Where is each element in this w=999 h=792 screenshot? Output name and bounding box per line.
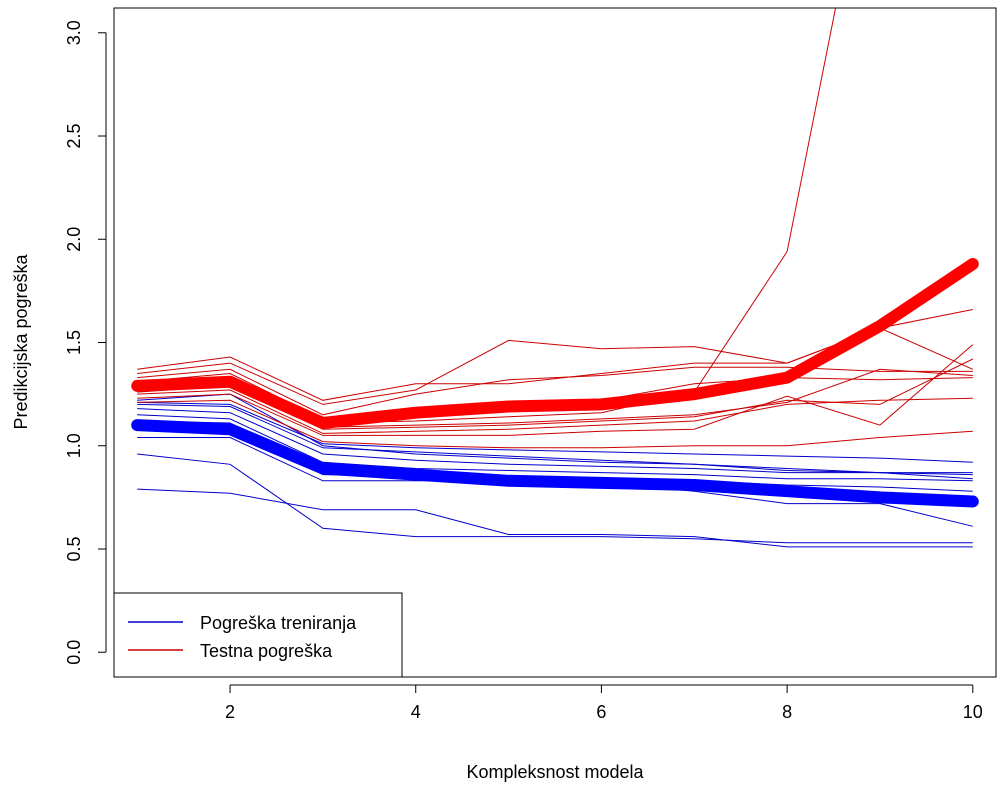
train-mean-line xyxy=(131,419,979,508)
y-tick-label: 2.0 xyxy=(64,227,84,252)
legend-test-label: Testna pogreška xyxy=(200,641,333,661)
x-tick-label: 4 xyxy=(411,702,421,722)
legend: Pogreška treniranja Testna pogreška xyxy=(113,592,403,678)
train-error-line-9 xyxy=(137,401,973,463)
mean-lines-group xyxy=(131,258,979,508)
y-axis-label: Predikcijska pogreška xyxy=(11,253,31,429)
train-error-line-2 xyxy=(137,453,973,544)
test-error-line-2 xyxy=(137,344,974,436)
x-axis: 2 4 6 8 10 xyxy=(225,684,983,722)
legend-train-label: Pogreška treniranja xyxy=(200,613,357,633)
test-mean-line xyxy=(131,258,979,429)
train-error-line-6 xyxy=(137,414,973,482)
x-tick-label: 10 xyxy=(963,702,983,722)
x-tick-label: 8 xyxy=(782,702,792,722)
y-tick-label: 2.5 xyxy=(64,124,84,149)
plot-frame xyxy=(113,7,997,678)
x-tick-label: 6 xyxy=(596,702,606,722)
train-lines-group xyxy=(137,393,973,548)
x-tick-label: 2 xyxy=(225,702,235,722)
y-tick-label: 1.5 xyxy=(64,330,84,355)
test-error-line-8 xyxy=(137,366,973,416)
y-tick-label: 0.0 xyxy=(64,640,84,665)
train-error-line-7 xyxy=(137,408,973,476)
train-error-line-8 xyxy=(137,403,973,474)
test-lines-group xyxy=(137,8,974,449)
y-tick-label: 3.0 xyxy=(64,20,84,45)
y-axis: 0.0 0.5 1.0 1.5 2.0 2.5 3.0 xyxy=(64,20,107,665)
legend-box xyxy=(113,592,403,678)
train-error-line-1 xyxy=(137,488,973,548)
test-error-line-1 xyxy=(137,399,973,449)
x-axis-label: Kompleksnost modela xyxy=(466,762,644,782)
y-tick-label: 1.0 xyxy=(64,433,84,458)
train-error-line-10 xyxy=(137,393,973,480)
test-error-line-6 xyxy=(137,8,837,424)
y-tick-label: 0.5 xyxy=(64,536,84,561)
